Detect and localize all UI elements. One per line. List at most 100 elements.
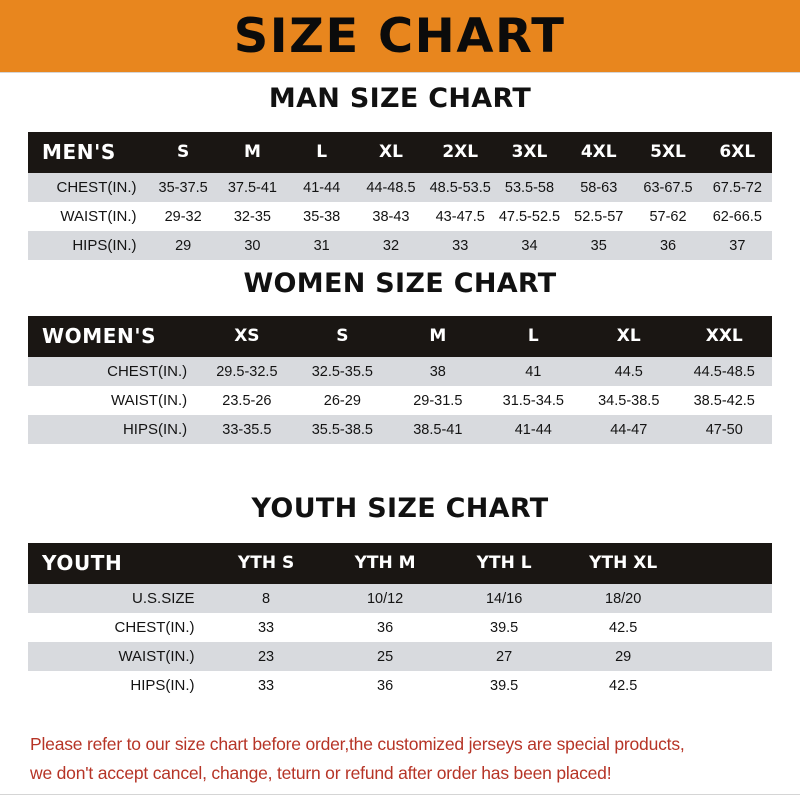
women-size-col-5: XXL (705, 326, 743, 346)
youth-section-title: YOUTH SIZE CHART (251, 493, 549, 524)
men-table-body: MEN'S S M L XL 2XL 3XL 4XL 5XL 6XL CHEST… (28, 132, 772, 260)
men-row-2-val-6: 35 (564, 231, 634, 260)
women-size-table: WOMEN'S XS S M L XL XXL CHEST(IN.) 29.5-… (28, 316, 772, 444)
women-size-col-1: S (336, 326, 349, 346)
men-header-label: MEN'S (42, 140, 116, 164)
youth-row-0-val-1: 10/12 (325, 584, 445, 613)
men-row-1-label: WAIST(IN.) (28, 202, 149, 231)
women-row-1-label: WAIST(IN.) (28, 386, 200, 415)
table-row: CHEST(IN.) 35-37.5 37.5-41 41-44 44-48.5… (28, 173, 772, 202)
women-row-1-val-2: 29-31.5 (390, 386, 486, 415)
table-row: HIPS(IN.) 33-35.5 35.5-38.5 38.5-41 41-4… (28, 415, 772, 444)
men-row-1-val-4: 43-47.5 (425, 202, 495, 231)
youth-size-col-1: YTH M (354, 553, 416, 573)
women-section-title: WOMEN SIZE CHART (243, 268, 557, 299)
men-row-1-val-2: 35-38 (287, 202, 357, 231)
table-row: HIPS(IN.) 33 36 39.5 42.5 (28, 671, 772, 700)
women-row-0-val-3: 41 (485, 357, 582, 386)
youth-row-0-val-3: 18/20 (563, 584, 683, 613)
men-row-2-label: HIPS(IN.) (28, 231, 149, 260)
page-banner: SIZE CHART (0, 0, 800, 72)
youth-row-0-val-2: 14/16 (444, 584, 564, 613)
table-row: WAIST(IN.) 23 25 27 29 (28, 642, 772, 671)
youth-row-1-val-0: 33 (206, 613, 326, 642)
women-row-0-val-5: 44.5-48.5 (676, 357, 772, 386)
youth-size-table-block: YOUTH YTH S YTH M YTH L YTH XL U.S.SIZE … (28, 543, 772, 700)
men-size-col-7: 5XL (650, 142, 686, 162)
youth-row-2-val-0: 23 (206, 642, 326, 671)
order-policy-note: Please refer to our size chart before or… (30, 731, 778, 787)
youth-row-3-label: HIPS(IN.) (28, 671, 207, 700)
men-row-2-val-0: 29 (148, 231, 218, 260)
women-row-2-val-0: 33-35.5 (199, 415, 295, 444)
women-row-1-val-5: 38.5-42.5 (676, 386, 772, 415)
women-row-1-val-0: 23.5-26 (199, 386, 295, 415)
men-row-2-val-5: 34 (494, 231, 565, 260)
men-size-col-5: 3XL (511, 142, 548, 162)
men-row-0-val-7: 63-67.5 (633, 173, 703, 202)
youth-row-1-spacer (682, 613, 772, 642)
youth-size-col-3: YTH XL (589, 553, 658, 573)
youth-row-3-val-0: 33 (206, 671, 326, 700)
table-row: WAIST(IN.) 23.5-26 26-29 29-31.5 31.5-34… (28, 386, 772, 415)
women-row-0-val-0: 29.5-32.5 (199, 357, 295, 386)
men-row-2-val-3: 32 (356, 231, 426, 260)
youth-size-col-2: YTH L (476, 553, 532, 573)
table-row: WAIST(IN.) 29-32 32-35 35-38 38-43 43-47… (28, 202, 772, 231)
women-row-2-val-2: 38.5-41 (390, 415, 486, 444)
men-row-0-val-5: 53.5-58 (494, 173, 565, 202)
men-row-0-val-8: 67.5-72 (702, 173, 772, 202)
women-row-1-val-3: 31.5-34.5 (485, 386, 582, 415)
women-row-1-val-1: 26-29 (294, 386, 391, 415)
men-header-row: MEN'S S M L XL 2XL 3XL 4XL 5XL 6XL (28, 132, 772, 173)
men-row-2-val-8: 37 (702, 231, 772, 260)
youth-row-1-val-2: 39.5 (444, 613, 564, 642)
youth-row-1-val-3: 42.5 (563, 613, 683, 642)
youth-table-body: YOUTH YTH S YTH M YTH L YTH XL U.S.SIZE … (28, 543, 772, 700)
men-row-0-val-0: 35-37.5 (148, 173, 218, 202)
youth-header-label: YOUTH (42, 551, 123, 575)
youth-row-1-label: CHEST(IN.) (28, 613, 207, 642)
youth-row-2-spacer (682, 642, 772, 671)
women-size-col-3: L (527, 326, 539, 346)
men-row-0-val-3: 44-48.5 (356, 173, 426, 202)
men-section-title: MAN SIZE CHART (268, 83, 532, 114)
youth-row-1-val-1: 36 (325, 613, 445, 642)
women-row-2-val-4: 44-47 (581, 415, 677, 444)
men-row-1-val-5: 47.5-52.5 (494, 202, 565, 231)
men-row-2-val-7: 36 (633, 231, 703, 260)
men-row-0-val-2: 41-44 (287, 173, 357, 202)
women-size-table-block: WOMEN'S XS S M L XL XXL CHEST(IN.) 29.5-… (28, 316, 772, 444)
men-size-col-1: M (243, 142, 261, 162)
table-row: U.S.SIZE 8 10/12 14/16 18/20 (28, 584, 772, 613)
youth-row-0-spacer (682, 584, 772, 613)
men-size-col-3: XL (378, 142, 403, 162)
men-size-table: MEN'S S M L XL 2XL 3XL 4XL 5XL 6XL CHEST… (28, 132, 772, 260)
youth-row-2-val-3: 29 (563, 642, 683, 671)
women-row-2-val-1: 35.5-38.5 (294, 415, 391, 444)
men-size-col-2: L (316, 142, 328, 162)
women-row-0-label: CHEST(IN.) (28, 357, 200, 386)
order-policy-note-line1: Please refer to our size chart before or… (30, 734, 685, 754)
women-row-2-val-3: 41-44 (485, 415, 582, 444)
youth-row-3-val-2: 39.5 (444, 671, 564, 700)
men-size-col-0: S (177, 142, 190, 162)
men-row-0-label: CHEST(IN.) (28, 173, 149, 202)
youth-row-2-val-1: 25 (325, 642, 445, 671)
women-table-body: WOMEN'S XS S M L XL XXL CHEST(IN.) 29.5-… (28, 316, 772, 444)
men-row-0-val-6: 58-63 (564, 173, 634, 202)
men-row-1-val-0: 29-32 (148, 202, 218, 231)
youth-row-0-label: U.S.SIZE (28, 584, 207, 613)
youth-row-0-val-0: 8 (206, 584, 326, 613)
men-size-col-4: 2XL (442, 142, 479, 162)
youth-header-spacer (683, 543, 772, 584)
women-row-0-val-2: 38 (390, 357, 486, 386)
youth-size-col-0: YTH S (237, 553, 295, 573)
women-row-2-label: HIPS(IN.) (28, 415, 200, 444)
men-row-2-val-4: 33 (425, 231, 495, 260)
youth-header-row: YOUTH YTH S YTH M YTH L YTH XL (28, 543, 772, 584)
youth-size-table: YOUTH YTH S YTH M YTH L YTH XL U.S.SIZE … (28, 543, 772, 700)
women-size-col-2: M (429, 326, 447, 346)
men-row-1-val-7: 57-62 (633, 202, 703, 231)
